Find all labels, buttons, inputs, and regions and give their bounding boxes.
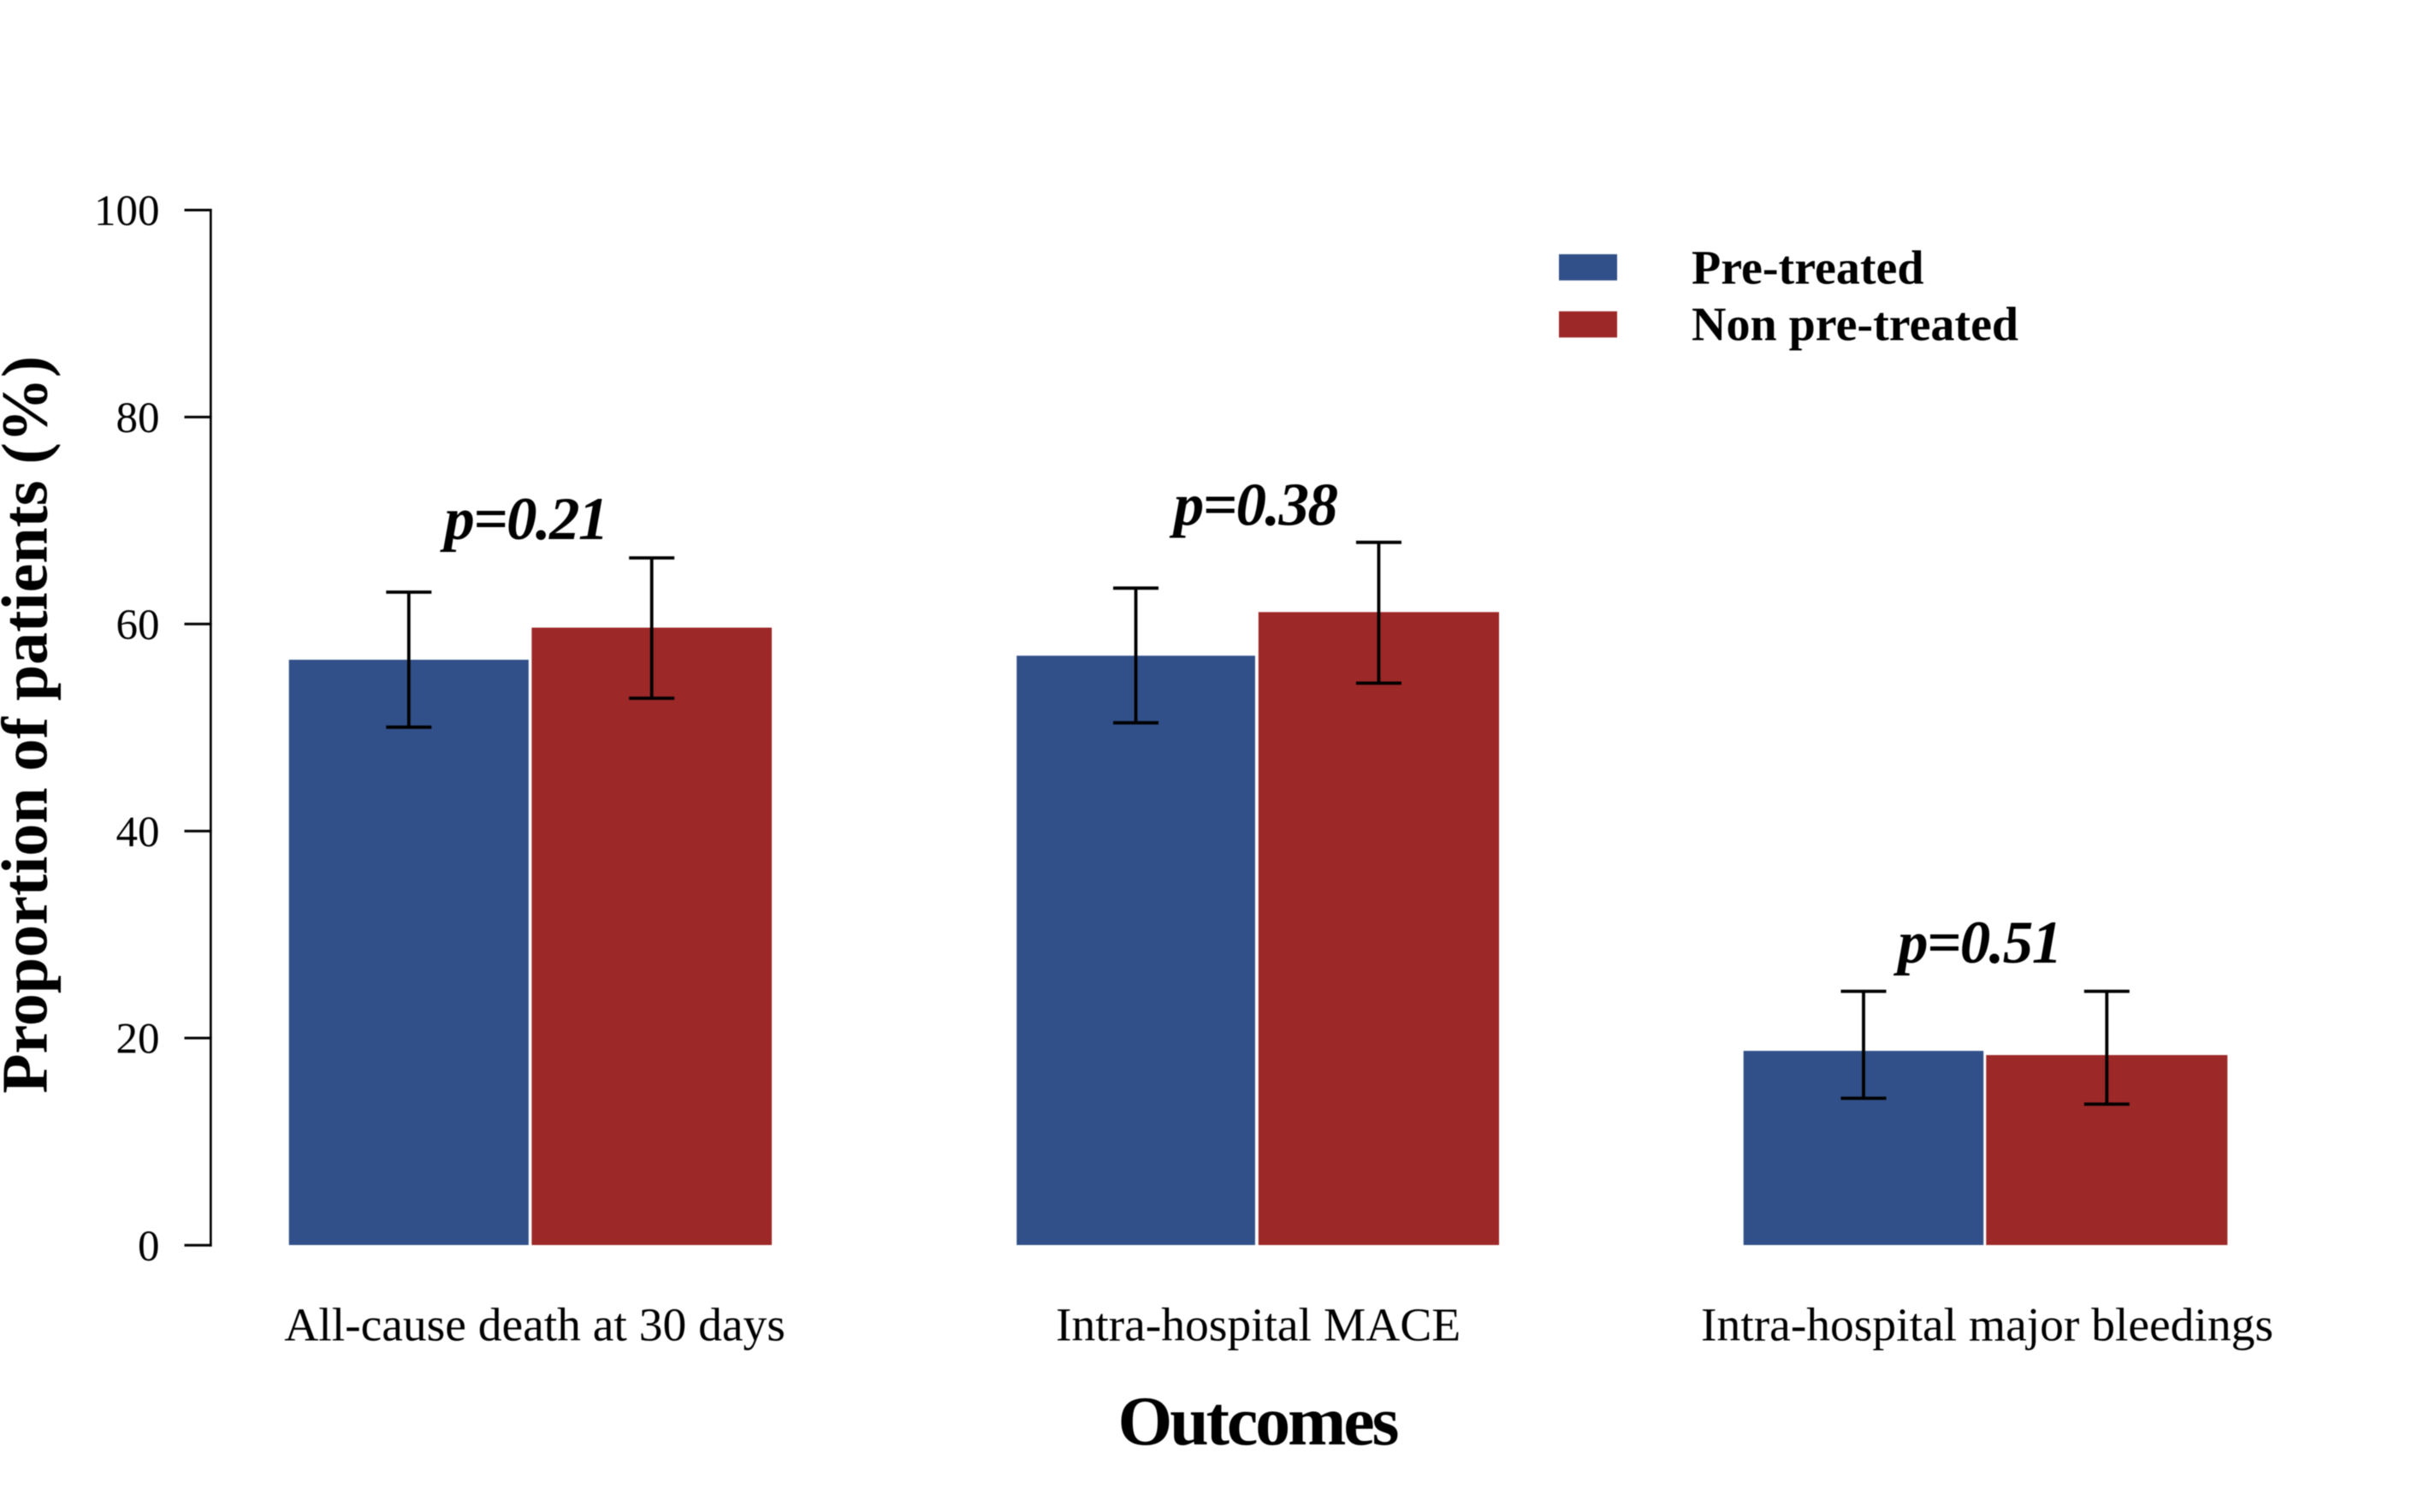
svg-text:Intra-hospital major bleedings: Intra-hospital major bleedings (1701, 1299, 2273, 1351)
svg-text:All-cause death at 30 days: All-cause death at 30 days (284, 1299, 785, 1351)
svg-text:p=0.21: p=0.21 (439, 486, 607, 553)
svg-text:20: 20 (116, 1016, 160, 1064)
svg-text:0: 0 (138, 1223, 160, 1271)
svg-text:100: 100 (94, 187, 160, 235)
svg-text:p=0.38: p=0.38 (1169, 472, 1338, 539)
svg-text:Non pre-treated: Non pre-treated (1692, 298, 2018, 351)
svg-text:80: 80 (116, 394, 160, 442)
svg-text:Pre-treated: Pre-treated (1692, 241, 1924, 294)
svg-text:60: 60 (116, 602, 160, 649)
svg-text:Intra-hospital MACE: Intra-hospital MACE (1056, 1299, 1461, 1351)
svg-text:Proportion of patients (%): Proportion of patients (%) (0, 356, 62, 1094)
svg-text:Outcomes: Outcomes (1117, 1382, 1397, 1460)
svg-text:40: 40 (116, 809, 160, 857)
svg-text:p=0.51: p=0.51 (1893, 910, 2061, 976)
